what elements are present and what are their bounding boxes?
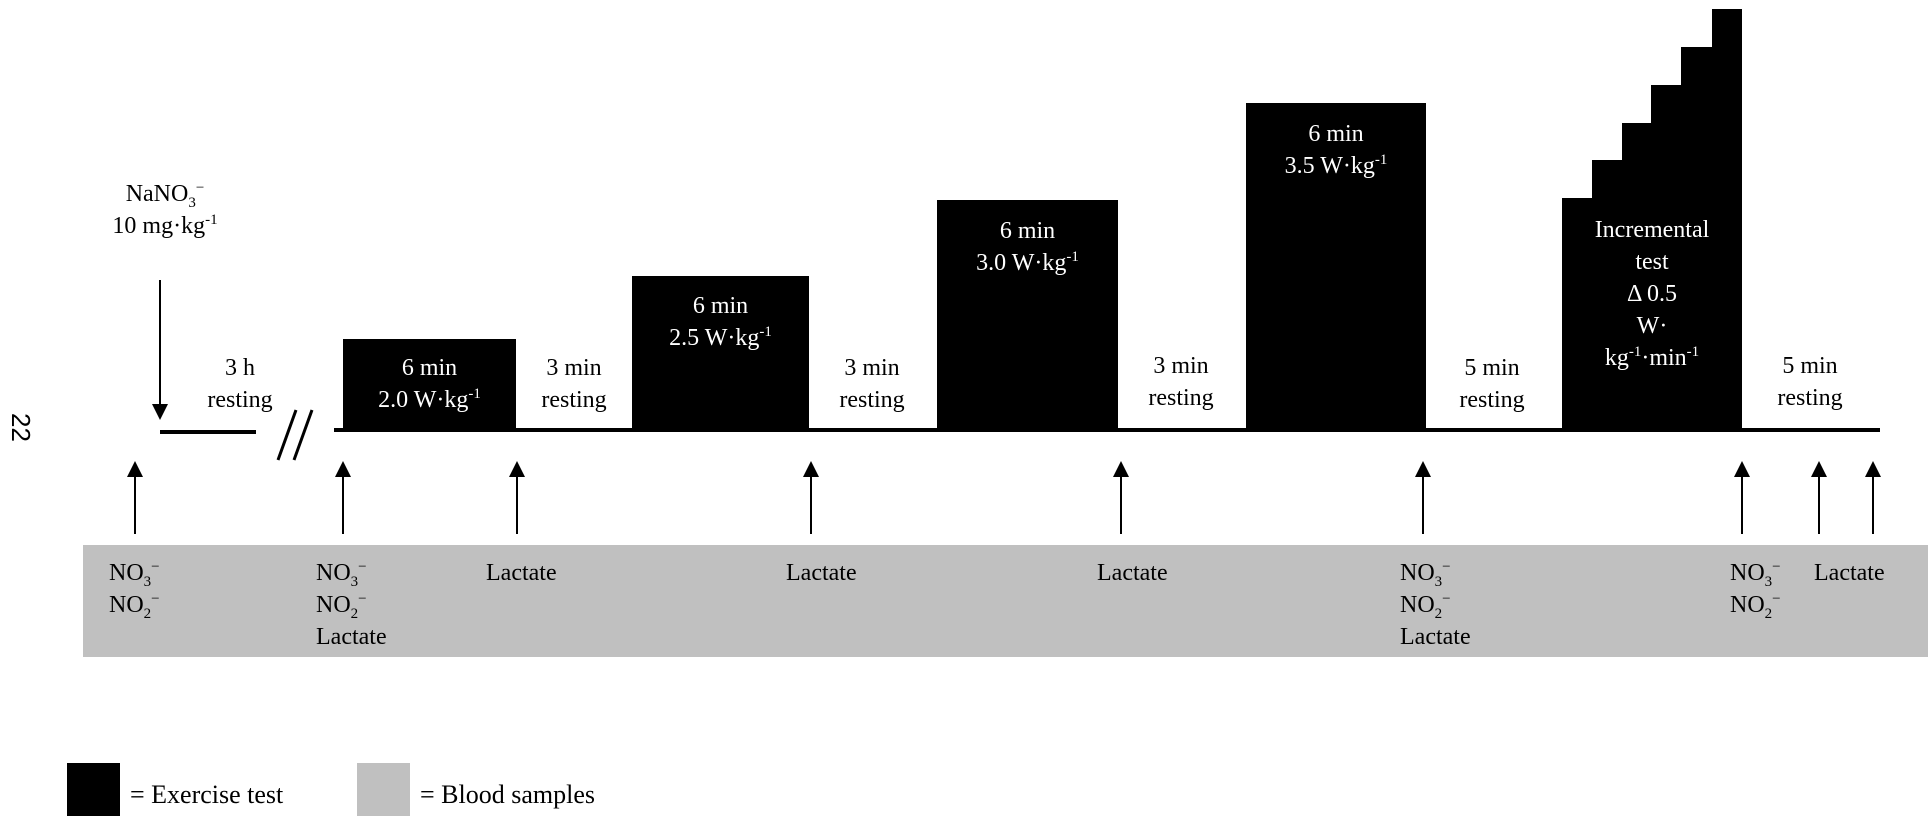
stage-4-label: 6 min 3.5 W·kg-1 <box>1284 121 1388 179</box>
rest-label-3: 3 min resting <box>1148 353 1214 411</box>
page-number: 22 <box>5 413 36 442</box>
incremental-step-6 <box>1712 9 1742 49</box>
sample-arrow-5 <box>1113 461 1129 534</box>
legend-blood-label: = Blood samples <box>420 780 595 809</box>
sample-label-8: Lactate <box>1814 560 1885 586</box>
exercise-stage-4 <box>1246 103 1426 431</box>
rest-label-2: 3 min resting <box>839 355 905 413</box>
sample-arrow-6 <box>1415 461 1431 534</box>
rest-label-4: 5 min resting <box>1459 355 1525 413</box>
exercise-stage-3 <box>937 200 1118 431</box>
stage-1-label: 6 min 2.0 W·kg-1 <box>378 355 481 413</box>
incremental-step-4 <box>1651 85 1742 125</box>
sample-arrow-1 <box>127 461 143 534</box>
sample-arrow-8 <box>1811 461 1827 534</box>
dose-arrow <box>152 280 168 420</box>
stage-2-label: 6 min 2.5 W·kg-1 <box>669 293 772 351</box>
time-break-icon <box>276 409 314 461</box>
sample-arrow-4 <box>803 461 819 534</box>
legend-exercise-label: = Exercise test <box>130 780 284 809</box>
sample-arrow-7 <box>1734 461 1750 534</box>
sample-label-6: NO3− NO2− Lactate <box>1400 559 1471 651</box>
incremental-step-3 <box>1622 123 1742 163</box>
sample-label-4: Lactate <box>786 560 857 586</box>
legend-blood-swatch <box>357 763 410 816</box>
incremental-step-5 <box>1681 47 1742 87</box>
sample-label-1: NO3− NO2− <box>109 559 160 622</box>
rest-label-5: 5 min resting <box>1777 353 1843 411</box>
rest-label-1: 3 min resting <box>541 355 607 413</box>
legend-exercise-swatch <box>67 763 120 816</box>
incremental-label: Incremental test Δ 0.5 W· kg-1·min-1 <box>1594 217 1710 371</box>
dose-label: NaNO3− 10 mg·kg-1 <box>112 180 218 240</box>
sample-label-7: NO3− NO2− <box>1730 559 1781 622</box>
blood-sample-band <box>83 545 1928 657</box>
sample-arrow-3 <box>509 461 525 534</box>
sample-arrow-2 <box>335 461 351 534</box>
incremental-step-1 <box>1562 198 1742 431</box>
stage-3-label: 6 min 3.0 W·kg-1 <box>976 218 1079 276</box>
sample-label-5: Lactate <box>1097 560 1168 586</box>
baseline-pre <box>160 430 256 434</box>
exercise-stage-2 <box>632 276 809 431</box>
sample-arrow-9 <box>1865 461 1881 534</box>
exercise-stage-1 <box>343 339 516 431</box>
sample-label-2: NO3− NO2− Lactate <box>316 559 387 651</box>
sample-label-3: Lactate <box>486 560 557 586</box>
rest-3h-label: 3 h resting <box>207 355 273 413</box>
incremental-step-2 <box>1592 160 1742 200</box>
